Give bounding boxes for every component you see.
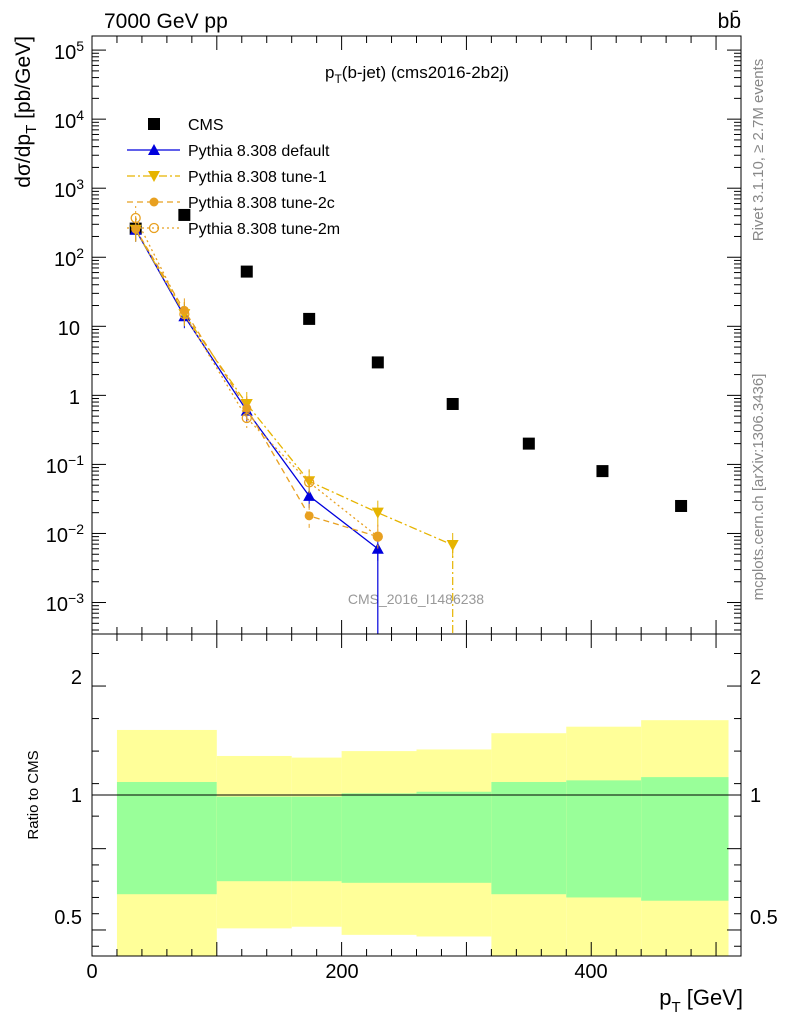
legend-item: Pythia 8.308 default: [127, 143, 330, 160]
process-label: bb̄: [718, 10, 741, 33]
ratio-y-tick-05-left: 0.5: [54, 907, 82, 929]
ratio-y-tick-05-right: 0.5: [750, 907, 778, 929]
legend-marker: [148, 171, 160, 182]
legend-item: Pythia 8.308 tune-2m: [127, 221, 340, 238]
stat-band-bin: [341, 793, 417, 883]
stat-band-bin: [116, 781, 217, 895]
stat-band-bin: [216, 796, 292, 882]
stat-band-bin: [416, 791, 492, 883]
data-point: [303, 489, 316, 501]
y-tick-label-1e4: 104: [54, 107, 84, 133]
data-point: [130, 212, 141, 224]
data-point: [371, 507, 384, 519]
data-point: [242, 403, 252, 413]
x-tick-labels: 0 200 400: [86, 961, 607, 983]
main-y-axis-title: dσ/dpT [pb/GeV]: [12, 36, 40, 188]
ratio-y-tick-1-right: 1: [750, 785, 761, 807]
data-point: [241, 412, 252, 424]
x-tick-label-400: 400: [574, 961, 607, 983]
data-point: [131, 224, 141, 234]
plot-title: pT(b-jet) (cms2016-2b2j): [325, 63, 509, 86]
series-4: [130, 206, 383, 549]
series-layer: [129, 206, 688, 634]
data-point: [522, 437, 535, 450]
x-tick-label-200: 200: [325, 961, 358, 983]
legend-label: Pythia 8.308 tune-2c: [188, 195, 335, 212]
legend-marker: [148, 222, 160, 234]
data-point: [303, 312, 316, 325]
legend-item: CMS: [148, 117, 224, 134]
y-tick-label-1e2: 102: [54, 245, 84, 271]
series-2: [129, 217, 459, 558]
mcplots-label: mcplots.cern.ch [arXiv:1306.3436]: [750, 374, 767, 601]
ratio-y-tick-2-left: 2: [71, 667, 82, 689]
legend: CMS Pythia 8.308 default Pythia 8.308 tune…: [127, 117, 340, 238]
main-panel: 10−3 10−2 10−1 1 10 102 103 104 105 dσ/d…: [12, 35, 742, 635]
legend-label: Pythia 8.308 tune-1: [188, 169, 327, 186]
legend-label: Pythia 8.308 tune-2m: [188, 221, 340, 238]
data-point: [304, 511, 314, 521]
y-tick-label-10: 10: [58, 318, 80, 340]
data-point: [371, 356, 384, 369]
legend-marker: [148, 144, 160, 155]
data-point: [675, 499, 688, 512]
series-line-3: [135, 228, 378, 538]
series-3: [131, 217, 383, 549]
data-point: [446, 397, 459, 410]
series-line-1: [135, 229, 379, 550]
watermark-label: CMS_2016_I1486238: [348, 591, 484, 607]
ratio-ticks: [91, 634, 742, 956]
stat-band-bin: [641, 777, 729, 901]
x-axis-title: pT [GeV]: [659, 985, 743, 1016]
legend-label: CMS: [188, 117, 224, 134]
y-tick-label-1: 1: [69, 387, 80, 409]
ratio-y-tick-1-left: 1: [71, 785, 82, 807]
ratio-panel: 2 1 0.5 2 1 0.5 Ratio to CMS 0 200 400 p…: [25, 633, 778, 1016]
y-tick-label-1e5: 105: [54, 38, 84, 64]
y-tick-label-1e-1: 10−1: [46, 452, 84, 478]
legend-item: Pythia 8.308 tune-2c: [127, 195, 335, 212]
y-tick-label-1e-2: 10−2: [46, 521, 84, 547]
data-point: [372, 531, 383, 542]
data-point: [596, 465, 609, 478]
data-point: [179, 308, 190, 320]
main-y-tick-labels: 10−3 10−2 10−1 1 10 102 103 104 105: [46, 38, 84, 616]
legend-marker: [149, 197, 159, 207]
energy-label: 7000 GeV pp: [104, 10, 228, 33]
data-point: [178, 208, 191, 221]
ratio-bands: [116, 720, 729, 956]
series-1: [129, 217, 384, 561]
ratio-y-tick-2-right: 2: [750, 667, 761, 689]
data-point: [179, 305, 189, 315]
legend-marker: [148, 118, 160, 130]
x-tick-label-0: 0: [86, 961, 97, 983]
rivet-label: Rivet 3.1.10, ≥ 2.7M events: [750, 59, 767, 242]
ratio-y-axis-title: Ratio to CMS: [25, 750, 42, 839]
ratio-y-tick-labels: 2 1 0.5 2 1 0.5: [54, 667, 778, 929]
stat-band-bin: [291, 796, 342, 882]
legend-label: Pythia 8.308 default: [188, 143, 330, 160]
data-point: [304, 477, 315, 488]
data-point: [240, 265, 253, 278]
main-y-ticks: [91, 36, 742, 634]
y-tick-label-1e3: 103: [54, 176, 84, 202]
series-line-4: [135, 217, 379, 538]
stat-band-bin: [491, 781, 567, 895]
legend-item: Pythia 8.308 tune-1: [127, 169, 327, 186]
y-tick-label-1e-3: 10−3: [46, 590, 84, 616]
stat-band-bin: [566, 780, 642, 898]
series-line-2: [135, 229, 453, 546]
